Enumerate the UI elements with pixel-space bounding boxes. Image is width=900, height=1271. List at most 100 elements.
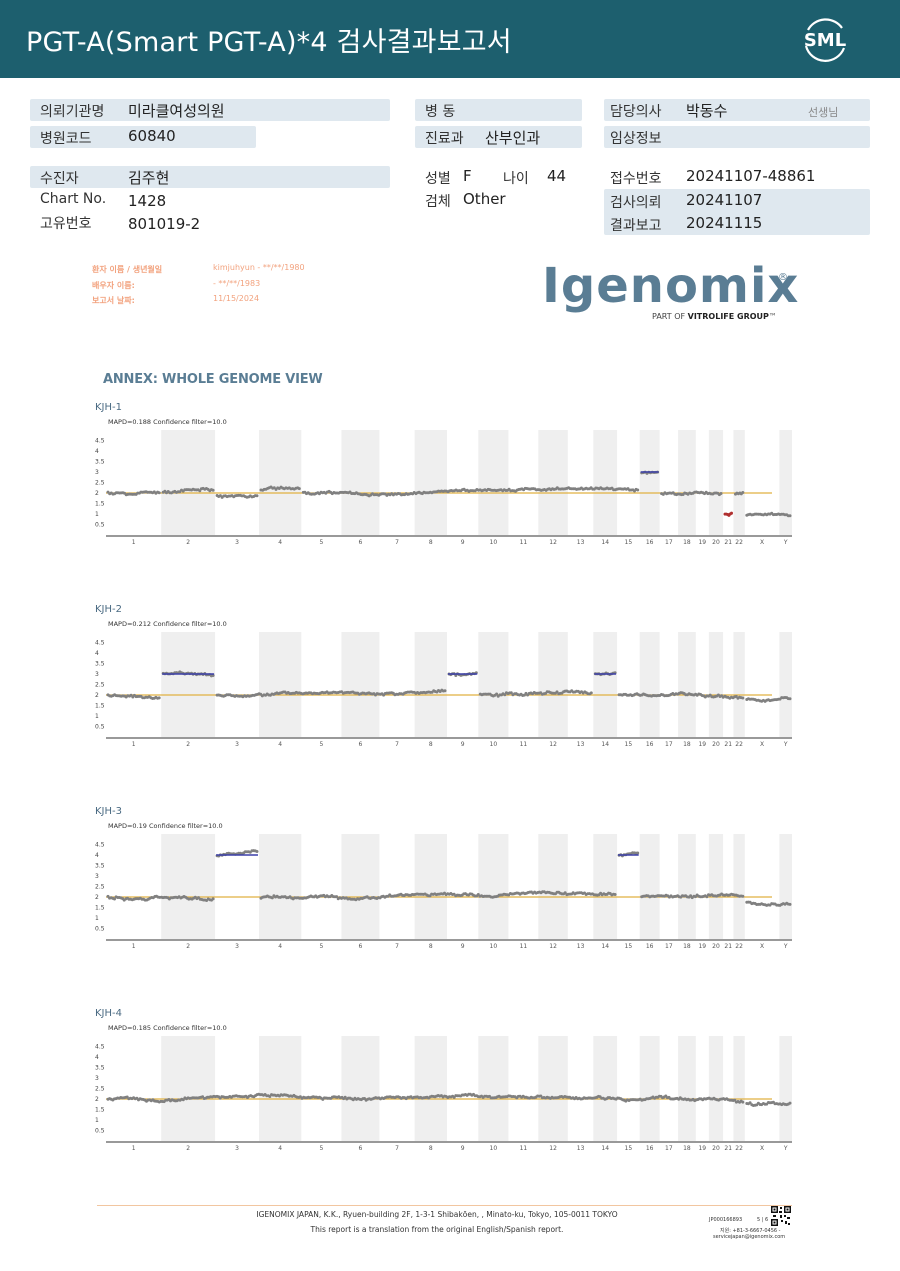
igenomix-wordmark: Igenomix [542, 258, 800, 314]
x-tick-label: 3 [235, 539, 239, 546]
data-points [106, 849, 792, 907]
plot-canvas: 4.543.532.521.510.51 2 3 4 5 6 7 8 9 10 11 12 13 14 15… [95, 430, 792, 546]
meta-partner-label: 배우자 이름: [92, 281, 135, 290]
x-tick-label: 10 [490, 741, 498, 748]
footer-divider [97, 1205, 792, 1206]
x-tick-label: 22 [735, 943, 743, 950]
x-tick-label: Y [783, 741, 788, 748]
footer-note: This report is a translation from the or… [310, 1225, 564, 1234]
chromosome-band [639, 632, 660, 737]
report-value: 20241115 [686, 214, 763, 232]
x-tick-label: 14 [601, 943, 609, 950]
y-tick-label: 1.5 [95, 905, 105, 912]
data-points [106, 1092, 792, 1107]
x-tick-label: 13 [577, 741, 585, 748]
x-tick-label: 12 [549, 539, 557, 546]
y-tick-label: 3 [95, 671, 99, 678]
data-point [255, 494, 259, 498]
x-tick-label: 2 [186, 539, 190, 546]
y-tick-label: 1.5 [95, 703, 105, 710]
chromosome-band [733, 834, 745, 939]
x-tick-label: 1 [132, 1145, 136, 1152]
x-tick-label: 4 [278, 943, 282, 950]
chromosome-band [593, 632, 618, 737]
chromosome-band [593, 1036, 618, 1141]
chromosome-band [678, 1036, 696, 1141]
chromosome-band [708, 1036, 724, 1141]
qr-code-icon [771, 1206, 791, 1226]
chromosome-band [639, 834, 660, 939]
x-tick-label: 5 [319, 741, 323, 748]
x-tick-label: 15 [625, 741, 633, 748]
x-tick-label: 4 [278, 741, 282, 748]
genome-plot-1: KJH-1 MAPD=0.188 Confidence filter=10.0 … [92, 402, 802, 562]
band-clinical-info [604, 126, 870, 148]
x-tick-label: 16 [646, 741, 654, 748]
chromosome-band [733, 430, 745, 535]
x-tick-label: Y [783, 1145, 788, 1152]
footer-email: servicejapan@igenomix.com [713, 1234, 786, 1240]
x-tick-label: 14 [601, 1145, 609, 1152]
y-tick-label: 2.5 [95, 480, 105, 487]
x-tick-label: 6 [359, 539, 363, 546]
data-point [788, 1101, 792, 1105]
x-tick-label: 2 [186, 741, 190, 748]
meta-patient-label: 환자 이름 / 생년월일 [92, 265, 163, 274]
data-point [157, 491, 161, 495]
report-header: PGT-A(Smart PGT-A)*4 검사결과보고서 SML [0, 0, 900, 78]
footer-address: IGENOMIX JAPAN, K.K., Ryuen-building 2F,… [256, 1210, 618, 1219]
x-tick-label: 11 [520, 943, 528, 950]
chromosome-band [708, 430, 724, 535]
hospital-code-value: 60840 [128, 127, 176, 145]
data-point [443, 689, 447, 693]
y-tick-label: 3 [95, 1075, 99, 1082]
y-tick-label: 1.5 [95, 1107, 105, 1114]
data-point [741, 894, 745, 898]
institution-value: 미라클여성의원 [128, 102, 225, 120]
chromosome-band [258, 430, 302, 535]
x-tick-label: 11 [520, 539, 528, 546]
y-tick-label: 2 [95, 1096, 99, 1103]
unique-value: 801019-2 [128, 215, 201, 233]
chromosome-band [593, 430, 618, 535]
x-tick-label: 22 [735, 1145, 743, 1152]
data-point [157, 696, 161, 700]
x-tick-label: 17 [665, 741, 673, 748]
data-point [741, 696, 745, 700]
ward-label: 병 동 [425, 104, 456, 120]
chromosome-band [538, 430, 568, 535]
chromosome-band [414, 1036, 448, 1141]
x-tick-label: 11 [520, 741, 528, 748]
data-points [106, 470, 792, 518]
footer-doc-code: JP000166893 [709, 1217, 743, 1223]
chromosome-band [708, 834, 724, 939]
chromosome-band [678, 834, 696, 939]
y-tick-label: 2 [95, 490, 99, 497]
x-tick-label: 22 [735, 741, 743, 748]
y-tick-label: 3.5 [95, 1065, 105, 1072]
plot-canvas: 4.543.532.521.510.51 2 3 4 5 6 7 8 9 10 11 12 13 14 15… [95, 834, 792, 950]
x-tick-label: 15 [625, 539, 633, 546]
data-point [636, 488, 640, 492]
data-point [589, 691, 593, 695]
chromosome-band [161, 834, 216, 939]
x-tick-label: 5 [319, 539, 323, 546]
x-tick-label: 18 [683, 539, 691, 546]
y-tick-label: 4 [95, 650, 99, 657]
report-title: PGT-A(Smart PGT-A)*4 검사결과보고서 [26, 27, 512, 58]
data-point [788, 514, 792, 518]
chromosome-band [538, 632, 568, 737]
genome-plot-4: KJH-4 MAPD=0.185 Confidence filter=10.0 … [92, 1008, 802, 1168]
x-tick-label: 13 [577, 1145, 585, 1152]
y-tick-label: 2 [95, 894, 99, 901]
chromosome-band [414, 632, 448, 737]
report-label: 결과보고 [610, 218, 662, 234]
y-tick-label: 3 [95, 873, 99, 880]
plot-canvas: 4.543.532.521.510.51 2 3 4 5 6 7 8 9 10 11 12 13 14 15… [95, 1036, 792, 1152]
x-tick-label: 21 [724, 539, 732, 546]
department-label: 진료과 [425, 131, 464, 147]
x-tick-label: 16 [646, 539, 654, 546]
chromosome-band [341, 632, 380, 737]
band-doctor [604, 99, 870, 121]
chromosome-band [538, 834, 568, 939]
